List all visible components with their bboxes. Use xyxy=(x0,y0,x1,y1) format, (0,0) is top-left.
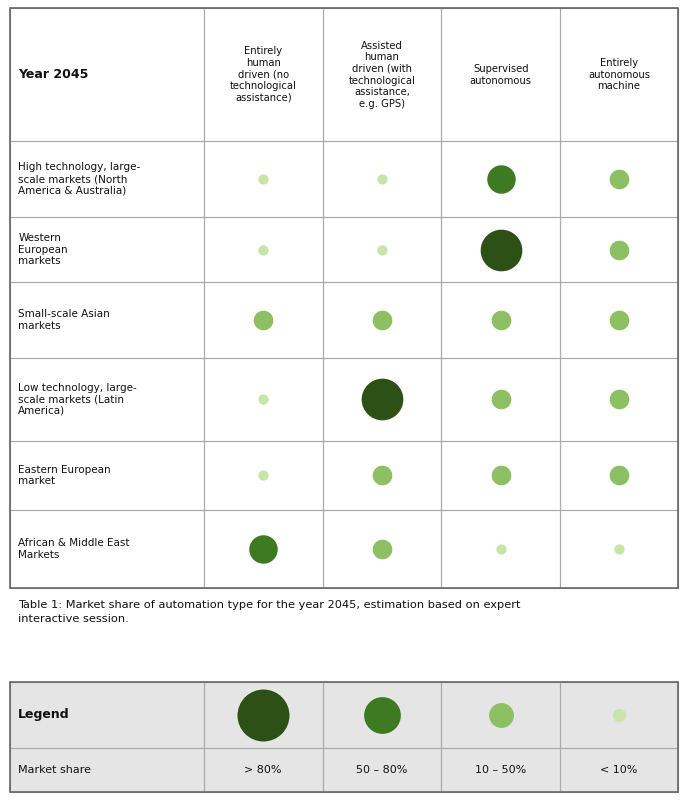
Bar xyxy=(10,142,204,217)
Bar xyxy=(10,282,204,358)
Point xyxy=(614,393,625,406)
Bar xyxy=(204,8,323,142)
Point xyxy=(258,469,269,482)
Bar xyxy=(10,682,204,748)
Bar xyxy=(10,510,204,588)
Text: Western
European
markets: Western European markets xyxy=(19,233,68,266)
Bar xyxy=(323,441,442,510)
Bar xyxy=(560,510,678,588)
Point xyxy=(495,314,506,326)
Point xyxy=(495,243,506,256)
Point xyxy=(258,243,269,256)
Bar xyxy=(10,358,204,441)
Point xyxy=(376,243,387,256)
Point xyxy=(376,542,387,555)
Point xyxy=(376,469,387,482)
Text: Eastern European
market: Eastern European market xyxy=(19,465,111,486)
Point xyxy=(376,393,387,406)
Bar xyxy=(204,142,323,217)
Point xyxy=(495,469,506,482)
Text: Entirely
human
driven (no
technological
assistance): Entirely human driven (no technological … xyxy=(230,46,297,103)
Point xyxy=(258,708,269,721)
Text: Supervised
autonomous: Supervised autonomous xyxy=(470,64,532,86)
Text: > 80%: > 80% xyxy=(244,765,282,775)
Bar xyxy=(323,217,442,282)
Bar xyxy=(442,8,560,142)
Text: Market share: Market share xyxy=(19,765,92,775)
Bar xyxy=(204,358,323,441)
Bar xyxy=(323,8,442,142)
Bar xyxy=(560,282,678,358)
Point xyxy=(258,314,269,326)
Text: Legend: Legend xyxy=(19,708,70,722)
Point xyxy=(614,469,625,482)
Bar xyxy=(442,142,560,217)
Point xyxy=(614,708,625,721)
Bar xyxy=(10,441,204,510)
Point xyxy=(495,708,506,721)
Bar xyxy=(560,217,678,282)
Point xyxy=(376,708,387,721)
Bar xyxy=(560,682,678,748)
Bar xyxy=(323,510,442,588)
Bar xyxy=(442,217,560,282)
Bar xyxy=(323,282,442,358)
Point xyxy=(495,173,506,186)
Text: Table 1: Market share of automation type for the year 2045, estimation based on : Table 1: Market share of automation type… xyxy=(19,600,521,624)
Bar xyxy=(560,358,678,441)
Bar xyxy=(323,142,442,217)
Point xyxy=(614,173,625,186)
Bar xyxy=(560,142,678,217)
Bar xyxy=(560,441,678,510)
Bar xyxy=(323,358,442,441)
Bar xyxy=(560,748,678,792)
Point xyxy=(614,243,625,256)
Point xyxy=(495,393,506,406)
Bar xyxy=(323,682,442,748)
Point xyxy=(258,393,269,406)
Bar xyxy=(204,682,323,748)
Bar xyxy=(442,510,560,588)
Text: Small-scale Asian
markets: Small-scale Asian markets xyxy=(19,310,110,331)
Text: Assisted
human
driven (with
technological
assistance,
e.g. GPS): Assisted human driven (with technologica… xyxy=(349,41,416,109)
Bar xyxy=(323,748,442,792)
Bar xyxy=(204,748,323,792)
Point xyxy=(376,314,387,326)
Bar xyxy=(442,358,560,441)
Bar xyxy=(204,441,323,510)
Bar xyxy=(442,682,560,748)
Point xyxy=(614,314,625,326)
Text: Year 2045: Year 2045 xyxy=(19,68,89,82)
Text: 50 – 80%: 50 – 80% xyxy=(356,765,408,775)
Bar xyxy=(442,441,560,510)
Text: High technology, large-
scale markets (North
America & Australia): High technology, large- scale markets (N… xyxy=(19,162,140,196)
Text: 10 – 50%: 10 – 50% xyxy=(475,765,526,775)
Bar xyxy=(10,8,204,142)
Bar xyxy=(560,8,678,142)
Bar xyxy=(10,748,204,792)
Text: African & Middle East
Markets: African & Middle East Markets xyxy=(19,538,130,560)
Bar xyxy=(204,217,323,282)
Bar xyxy=(442,282,560,358)
Point xyxy=(614,542,625,555)
Bar xyxy=(204,282,323,358)
Point xyxy=(376,173,387,186)
Text: < 10%: < 10% xyxy=(600,765,638,775)
Point xyxy=(495,542,506,555)
Text: Entirely
autonomous
machine: Entirely autonomous machine xyxy=(588,58,650,91)
Point xyxy=(258,173,269,186)
Text: Low technology, large-
scale markets (Latin
America): Low technology, large- scale markets (La… xyxy=(19,382,137,416)
Bar xyxy=(442,748,560,792)
Bar xyxy=(10,217,204,282)
Point xyxy=(258,542,269,555)
Bar xyxy=(204,510,323,588)
